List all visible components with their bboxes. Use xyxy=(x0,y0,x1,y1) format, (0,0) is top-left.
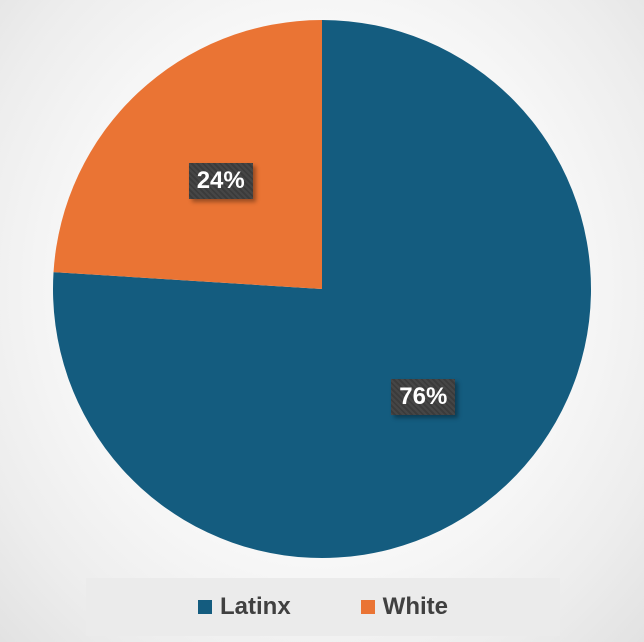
legend-label-white: White xyxy=(382,593,448,620)
legend-label-latinx: Latinx xyxy=(219,593,291,620)
legend-entry-latinx: Latinx xyxy=(197,593,291,621)
legend-swatch-latinx xyxy=(197,600,212,614)
pie-slice-white xyxy=(53,20,322,289)
legend-swatch-white xyxy=(360,600,375,614)
data-label-latinx: 76% xyxy=(391,378,456,415)
legend: Latinx White xyxy=(86,578,560,636)
legend-entry-white: White xyxy=(360,593,448,621)
data-label-white: 24% xyxy=(188,163,253,200)
